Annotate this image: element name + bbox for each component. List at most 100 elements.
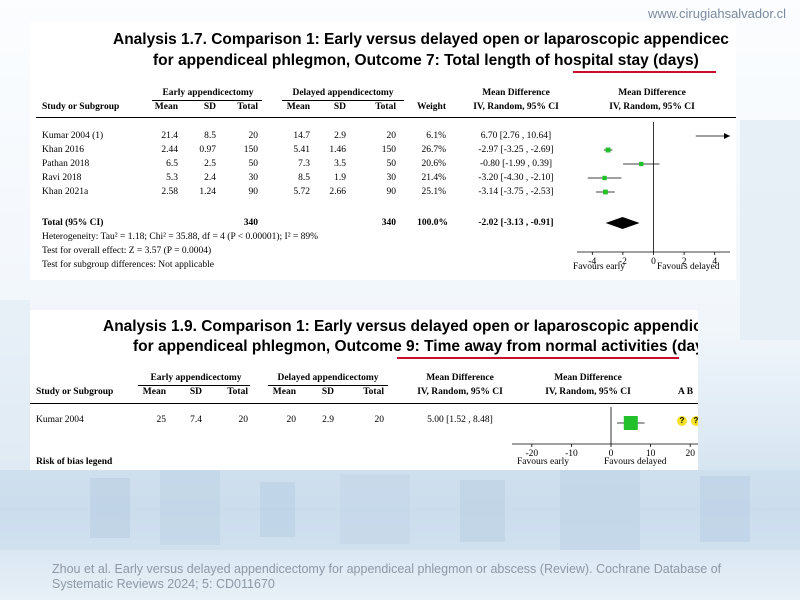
early-group-rule [138, 385, 250, 386]
point-estimate [623, 416, 638, 430]
delayed-mean: 7.3 [298, 159, 310, 169]
early-sd: 1.24 [199, 187, 216, 197]
delayed-sd: 1.9 [334, 173, 346, 183]
md-header: Mean Difference [426, 373, 494, 383]
delayed-total: 30 [386, 173, 397, 183]
risk-of-bias-a: ? [677, 416, 687, 426]
point-estimate [605, 147, 611, 153]
delayed-sd: 1.46 [329, 145, 346, 155]
md-ci: -0.80 [-1.99 , 0.39] [479, 159, 553, 169]
study-name: Pathan 2018 [42, 159, 90, 169]
md-ci: 6.70 [2.76 , 10.64] [480, 131, 552, 141]
early-group-rule [152, 100, 262, 101]
weight: 26.7% [421, 145, 446, 155]
early-total-header: Total [237, 102, 258, 112]
md-ci: -2.97 [-3.25 , -2.69] [478, 145, 554, 155]
x-tick-label: 20 [685, 449, 695, 459]
total-weight: 100.0% [417, 218, 448, 228]
early-sd-header: SD [189, 387, 202, 397]
risk-of-bias-legend: Risk of bias legend [36, 457, 113, 467]
delayed-sd: 2.66 [329, 187, 346, 197]
study-name: Ravi 2018 [42, 173, 82, 183]
overall-effect-note: Test for overall effect: Z = 3.57 (P = 0… [42, 246, 212, 256]
forest-plot-time-away: Analysis 1.9. Comparison 1: Early versus… [30, 310, 698, 470]
citation: Zhou et al. Early versus delayed appendi… [52, 562, 722, 591]
x-tick-label: 0 [651, 257, 656, 267]
favours-delayed-label: Favours delayed [657, 262, 720, 272]
chart-title-line1: Analysis 1.7. Comparison 1: Early versus… [113, 31, 729, 48]
outcome-underline [397, 357, 679, 359]
delayed-total-sum: 340 [381, 218, 396, 228]
delayed-group-rule [282, 100, 404, 101]
favours-early-label: Favours early [517, 457, 569, 467]
chart-title-outcome: Total length of hospital stay (days) [444, 52, 699, 69]
delayed-sd-header: SD [321, 387, 334, 397]
x-tick-label: 10 [646, 449, 656, 459]
point-estimate [639, 161, 644, 167]
pooled-diamond [605, 217, 640, 229]
early-sd: 8.5 [204, 131, 216, 141]
delayed-total: 50 [386, 159, 397, 169]
delayed-sd-header: SD [333, 102, 346, 112]
study-header: Study or Subgroup [42, 102, 120, 112]
delayed-total: 20 [374, 415, 385, 425]
weight: 21.4% [421, 173, 446, 183]
subgroup-note: Test for subgroup differences: Not appli… [42, 260, 214, 270]
chart-title-line2: for appendiceal phlegmon, Outcome 7: Tot… [153, 52, 699, 70]
weight: 6.1% [426, 131, 446, 141]
chart-title-line1: Analysis 1.9. Comparison 1: Early versus… [103, 318, 698, 335]
weight: 25.1% [421, 187, 446, 197]
early-total: 150 [243, 145, 258, 155]
early-total-header: Total [227, 387, 248, 397]
md-sub-header: IV, Random, 95% CI [473, 102, 559, 112]
delayed-total-header: Total [375, 102, 396, 112]
delayed-group-label: Delayed appendicectomy [292, 88, 394, 98]
early-sd-header: SD [203, 102, 216, 112]
early-mean: 25 [156, 415, 167, 425]
delayed-mean: 5.72 [293, 187, 310, 197]
md-plot-header: Mean Difference [554, 373, 622, 383]
favours-delayed-label: Favours delayed [604, 457, 667, 467]
md-ci: -3.14 [-3.75 , -2.53] [478, 187, 554, 197]
study-name: Khan 2021a [42, 187, 89, 197]
early-total: 90 [248, 187, 259, 197]
early-mean: 5.3 [166, 173, 178, 183]
total-label: Total (95% CI) [42, 218, 104, 228]
early-total: 50 [248, 159, 259, 169]
x-tick-label: 0 [609, 449, 614, 459]
risk-of-bias-header: A B [678, 387, 694, 397]
study-name: Kumar 2004 (1) [42, 131, 104, 141]
early-total: 30 [248, 173, 259, 183]
md-ci: 5.00 [1.52 , 8.48] [427, 415, 493, 425]
forest-plot-area: -4 -2 0 2 4 [577, 122, 730, 267]
early-mean: 21.4 [161, 131, 178, 141]
delayed-group-rule [268, 385, 388, 386]
ci-arrow [724, 133, 730, 139]
chart-title-prefix: for appendiceal phlegmon, Outcome 9: [133, 338, 425, 355]
favours-early-label: Favours early [573, 262, 625, 272]
point-estimate [603, 189, 608, 195]
early-sd: 2.4 [204, 173, 216, 183]
md-plot-sub-header: IV, Random, 95% CI [545, 387, 631, 397]
header-rule [30, 403, 698, 404]
delayed-sd: 3.5 [334, 159, 346, 169]
delayed-total-header: Total [363, 387, 384, 397]
chart-title-line2: for appendiceal phlegmon, Outcome 9: Tim… [133, 338, 698, 356]
outcome-underline [573, 71, 716, 73]
heterogeneity-note: Heterogeneity: Tau² = 1.18; Chi² = 35.88… [42, 232, 319, 242]
early-mean: 2.44 [161, 145, 178, 155]
md-header: Mean Difference [482, 88, 550, 98]
x-tick-label: 2 [682, 257, 687, 267]
delayed-mean-header: Mean [272, 387, 296, 397]
study-name: Khan 2016 [42, 145, 84, 155]
delayed-mean: 8.5 [298, 173, 310, 183]
md-plot-header: Mean Difference [618, 88, 686, 98]
risk-of-bias-b: ? [691, 416, 698, 426]
early-sd: 0.97 [199, 145, 216, 155]
delayed-group-label: Delayed appendicectomy [277, 373, 379, 383]
early-mean-header: Mean [142, 387, 166, 397]
x-tick-label: -10 [565, 449, 578, 459]
early-total-sum: 340 [243, 218, 258, 228]
point-estimate [602, 175, 607, 181]
